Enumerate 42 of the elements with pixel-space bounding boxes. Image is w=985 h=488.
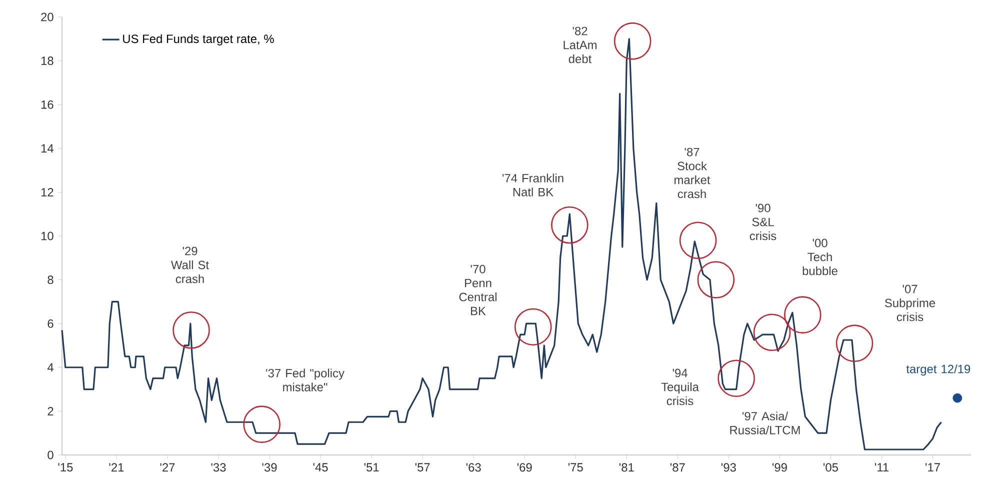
x-tick-label: '57 [415, 463, 430, 472]
x-tick-label: '33 [211, 463, 226, 472]
annotation: '07 Subprime crisis [884, 284, 936, 322]
x-tick-label: '15 [58, 463, 73, 472]
y-tick-label: 4 [47, 363, 54, 372]
x-tick-label: '51 [364, 463, 379, 472]
annotation: '74 Franklin Natl BK [502, 174, 564, 196]
x-tick-label: '99 [772, 463, 787, 472]
x-tick-label: '87 [670, 463, 685, 472]
y-tick-label: 18 [41, 56, 54, 66]
x-tick-label: '21 [109, 463, 124, 472]
y-tick-label: 16 [41, 100, 54, 109]
y-tick-label: 12 [41, 188, 54, 196]
annotation: '82 LatAm debt [564, 26, 596, 64]
x-tick-label: '17 [926, 463, 940, 472]
x-tick-label: '81 [619, 463, 634, 472]
x-tick-label: '63 [466, 463, 481, 472]
x-tick-label: '27 [160, 463, 175, 472]
annotation: '29 Wall St crash [171, 246, 209, 284]
x-tick-label: '75 [568, 463, 583, 472]
annotation: '94 Tequila crisis [661, 368, 699, 406]
x-tick-label: '39 [262, 463, 277, 472]
y-tick-label: 8 [48, 276, 54, 284]
x-tick-label: '69 [517, 463, 532, 472]
x-tick-label: '05 [824, 463, 838, 472]
x-tick-label: '93 [721, 463, 736, 472]
y-tick-label: 6 [48, 319, 54, 328]
series-label: target 12/19 [906, 364, 970, 376]
y-tick-label: 14 [41, 144, 54, 152]
y-tick-label: 20 [41, 12, 54, 22]
annotation: '90 S&L crisis [750, 204, 776, 240]
annotation: '00 Tech bubble [802, 238, 838, 276]
annotation: '87 Stock market crash [674, 148, 710, 198]
legend-label: US Fed Funds target rate, % [123, 34, 274, 46]
annotation: '97 Asia/ Russia/LTCM [730, 412, 800, 434]
y-tick-label: 2 [48, 407, 54, 416]
annotation: '37 Fed "policy mistake" [266, 368, 344, 392]
x-tick-label: '45 [313, 463, 328, 472]
y-tick-label: 10 [41, 232, 54, 240]
x-tick-label: '11 [874, 463, 888, 472]
annotation: '70 Penn Central BK [459, 264, 496, 316]
y-tick-label: 0 [48, 450, 54, 460]
